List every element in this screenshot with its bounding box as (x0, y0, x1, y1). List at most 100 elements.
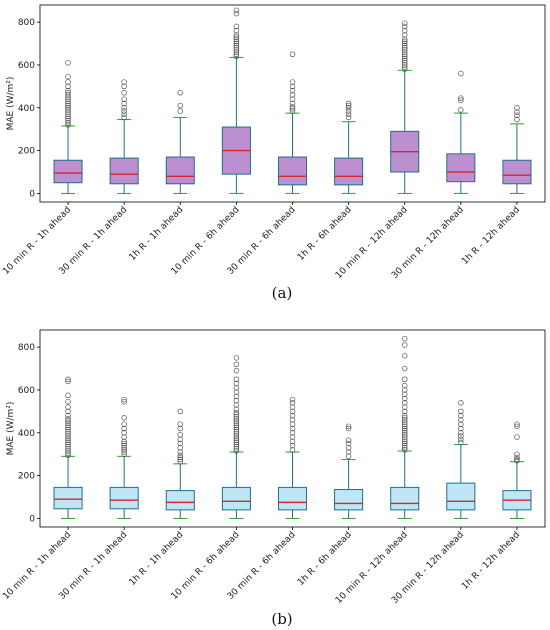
outlier-point (401, 365, 408, 372)
y-tick-label: 0 (29, 189, 35, 199)
outlier-point (345, 453, 352, 460)
iqr-box (109, 157, 139, 185)
outlier-point (233, 36, 240, 43)
outlier-point (65, 426, 71, 433)
outlier-point (65, 433, 71, 439)
outlier-point (401, 440, 408, 447)
outlier-point (401, 40, 408, 47)
outlier-point (177, 108, 184, 114)
y-tick-label: 600 (18, 61, 35, 71)
outlier-point (177, 458, 184, 465)
outlier-point (177, 425, 184, 432)
outlier-point (401, 447, 408, 453)
outlier-point (401, 42, 408, 49)
outlier-point (121, 111, 127, 117)
outlier-point (401, 391, 408, 397)
outlier-point (233, 27, 240, 34)
x-tick-label: 1h R - 12h ahead (460, 530, 522, 592)
outlier-point (289, 96, 296, 102)
iqr-box (446, 153, 476, 183)
outlier-point (401, 55, 408, 62)
outlier-point (121, 105, 127, 111)
outlier-point (233, 10, 240, 17)
outlier-point (65, 122, 71, 128)
outlier-point (458, 421, 464, 427)
outlier-point (233, 355, 240, 361)
outlier-point (65, 420, 71, 426)
outlier-point (401, 335, 408, 342)
outlier-point (65, 408, 71, 415)
outlier-point (65, 107, 71, 113)
outlier-point (401, 66, 408, 72)
outlier-point (401, 415, 408, 421)
outlier-point (233, 431, 240, 437)
outlier-point (177, 449, 184, 455)
outlier-point (233, 426, 240, 433)
outlier-point (401, 427, 408, 434)
outlier-point (458, 425, 464, 432)
outlier-point (401, 60, 408, 66)
outlier-point (233, 51, 240, 57)
outlier-point (401, 404, 408, 410)
outlier-point (345, 423, 352, 430)
outlier-point (65, 105, 71, 111)
outlier-point (121, 451, 127, 457)
outlier-point (233, 361, 240, 368)
outlier-point (65, 376, 71, 383)
outlier-point (514, 112, 520, 119)
panel-a-label: (a) (272, 284, 293, 302)
outlier-point (177, 421, 184, 427)
outlier-point (121, 442, 127, 449)
outlier-point (121, 434, 127, 440)
outlier-point (401, 421, 408, 427)
outlier-point (65, 111, 71, 117)
outlier-point (289, 425, 296, 432)
outlier-point (514, 451, 520, 457)
outlier-point (121, 79, 127, 85)
panel-b-label: (b) (271, 610, 292, 628)
outlier-point (233, 416, 240, 422)
outlier-point (177, 432, 184, 438)
outlier-point (121, 415, 127, 421)
iqr-box (277, 486, 308, 511)
outlier-point (289, 106, 296, 112)
box-1 (53, 376, 83, 519)
outlier-point (233, 385, 240, 391)
outlier-point (458, 417, 464, 423)
outlier-point (401, 434, 408, 440)
outlier-point (345, 108, 352, 114)
outlier-point (345, 449, 352, 455)
outlier-point (177, 445, 184, 451)
outlier-point (514, 116, 520, 123)
iqr-box (109, 486, 139, 510)
outlier-point (65, 392, 71, 399)
iqr-box (165, 490, 195, 511)
outlier-point (65, 443, 71, 450)
outlier-point (289, 447, 296, 453)
outlier-point (121, 447, 127, 453)
outlier-point (289, 79, 296, 85)
outlier-point (233, 446, 240, 452)
iqr-box (221, 486, 251, 511)
outlier-point (289, 92, 296, 98)
outlier-point (65, 441, 71, 448)
outlier-point (458, 70, 464, 77)
box-4 (221, 355, 251, 519)
outlier-point (458, 436, 464, 442)
outlier-point (345, 100, 352, 107)
outlier-point (458, 439, 464, 446)
outlier-point (233, 47, 240, 53)
outlier-point (233, 380, 240, 387)
outlier-point (345, 440, 352, 447)
outlier-point (121, 440, 127, 447)
y-tick-label: 400 (18, 104, 35, 114)
outlier-point (65, 448, 71, 454)
box-5 (277, 51, 308, 194)
outlier-point (233, 53, 240, 60)
outlier-point (65, 378, 71, 385)
outlier-point (514, 434, 520, 440)
box-4 (221, 7, 251, 194)
